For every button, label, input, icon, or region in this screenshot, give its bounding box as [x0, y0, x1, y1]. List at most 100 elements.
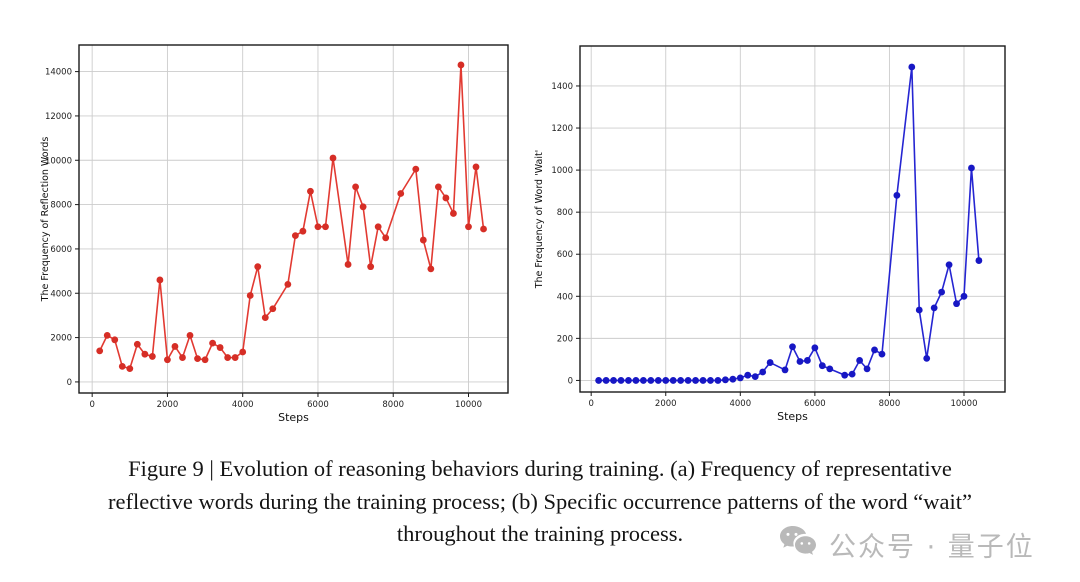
svg-text:2000: 2000: [157, 400, 179, 410]
svg-text:1000: 1000: [551, 166, 573, 176]
data-point: [269, 305, 277, 313]
data-point: [261, 314, 269, 322]
data-point: [194, 355, 201, 363]
data-point: [602, 377, 610, 384]
data-point: [766, 359, 774, 366]
data-point: [231, 354, 239, 361]
data-point: [714, 377, 722, 384]
svg-text:4000: 4000: [729, 399, 751, 409]
data-point: [111, 336, 119, 344]
data-point: [450, 210, 457, 217]
caption-line-1: Figure 9 | Evolution of reasoning behavi…: [128, 456, 952, 481]
data-point: [344, 261, 352, 268]
svg-text:400: 400: [557, 292, 573, 302]
svg-text:600: 600: [557, 250, 573, 260]
watermark: 公众号 · 量子位: [778, 524, 1035, 564]
svg-text:1200: 1200: [551, 124, 573, 134]
data-point: [329, 154, 337, 162]
data-point: [863, 365, 871, 373]
data-point: [699, 377, 707, 384]
svg-text:6000: 6000: [50, 245, 72, 255]
data-point: [677, 377, 685, 384]
data-point: [654, 377, 662, 384]
data-point: [434, 183, 442, 191]
wechat-icon: [778, 524, 820, 564]
data-point: [789, 343, 796, 351]
data-point: [632, 377, 640, 384]
reflection-words-chart: 0 2000 4000 6000 8000 10000 0 2000 4000 6000 8000 1…: [28, 30, 528, 430]
svg-text:800: 800: [557, 208, 573, 218]
data-point: [148, 353, 156, 360]
data-point: [953, 300, 960, 308]
data-point: [201, 356, 209, 364]
data-point: [818, 362, 826, 370]
data-point: [781, 366, 789, 374]
data-point: [307, 187, 314, 195]
caption-line-2: reflective words during the training pro…: [107, 488, 973, 514]
data-point: [669, 377, 677, 384]
data-point: [975, 257, 983, 264]
svg-text:4000: 4000: [232, 400, 254, 410]
data-point: [427, 265, 435, 273]
data-point: [299, 227, 307, 235]
data-point: [915, 306, 923, 314]
data-point: [314, 223, 322, 231]
data-point: [412, 165, 420, 173]
data-point: [647, 377, 655, 384]
data-point: [224, 354, 232, 361]
data-point: [164, 356, 171, 364]
data-point: [239, 348, 247, 356]
svg-text:0: 0: [89, 400, 94, 410]
data-point: [945, 261, 953, 269]
caption-line-3: throughout the training process.: [396, 521, 684, 546]
data-point: [465, 223, 472, 231]
chart-svg-b: 0 2000 4000 6000 8000 10000 0 200 400 600 800 1000 1…: [534, 45, 1006, 423]
data-point: [871, 346, 878, 354]
svg-text:10000: 10000: [950, 399, 977, 409]
data-point: [707, 377, 714, 384]
data-point: [322, 223, 329, 231]
data-point: [126, 365, 134, 373]
data-point: [171, 343, 179, 350]
data-point: [736, 374, 744, 382]
data-point: [811, 344, 819, 352]
data-point: [908, 63, 916, 71]
svg-text:2000: 2000: [50, 334, 72, 344]
watermark-text: 公众号 · 量子位: [829, 531, 1035, 563]
data-point: [179, 354, 186, 361]
data-point: [457, 61, 465, 69]
svg-text:4000: 4000: [50, 289, 72, 299]
data-point: [848, 370, 856, 378]
data-point: [367, 263, 375, 271]
data-point: [930, 304, 938, 312]
y-axis-label: The Frequency of Reflection Words: [40, 137, 51, 303]
data-point: [103, 331, 111, 339]
svg-text:1400: 1400: [551, 82, 573, 92]
data-point: [938, 288, 946, 296]
data-point: [684, 377, 692, 384]
svg-text:6000: 6000: [307, 400, 329, 410]
data-point: [796, 358, 804, 365]
svg-text:8000: 8000: [382, 400, 404, 410]
svg-text:6000: 6000: [804, 399, 826, 409]
wait-word-chart: 0 2000 4000 6000 8000 10000 0 200 400 600 800 1000 1…: [523, 30, 1023, 430]
data-point: [692, 377, 699, 384]
data-point: [141, 350, 149, 358]
x-axis-label: Steps: [278, 411, 309, 424]
data-point: [878, 350, 886, 358]
data-point: [118, 363, 126, 370]
data-point: [216, 344, 224, 351]
figure-caption: Figure 9 | Evolution of reasoning behavi…: [0, 453, 1080, 551]
data-point: [610, 377, 617, 384]
data-point: [751, 373, 759, 381]
data-point: [968, 164, 975, 172]
data-point: [721, 376, 729, 384]
chart-svg-a: 0 2000 4000 6000 8000 10000 0 2000 4000 6000 8000 1…: [40, 44, 509, 424]
svg-text:0: 0: [588, 399, 593, 409]
data-point: [382, 234, 390, 242]
svg-text:8000: 8000: [879, 399, 901, 409]
data-point: [480, 225, 487, 233]
data-point: [744, 371, 752, 379]
data-point: [804, 357, 811, 364]
